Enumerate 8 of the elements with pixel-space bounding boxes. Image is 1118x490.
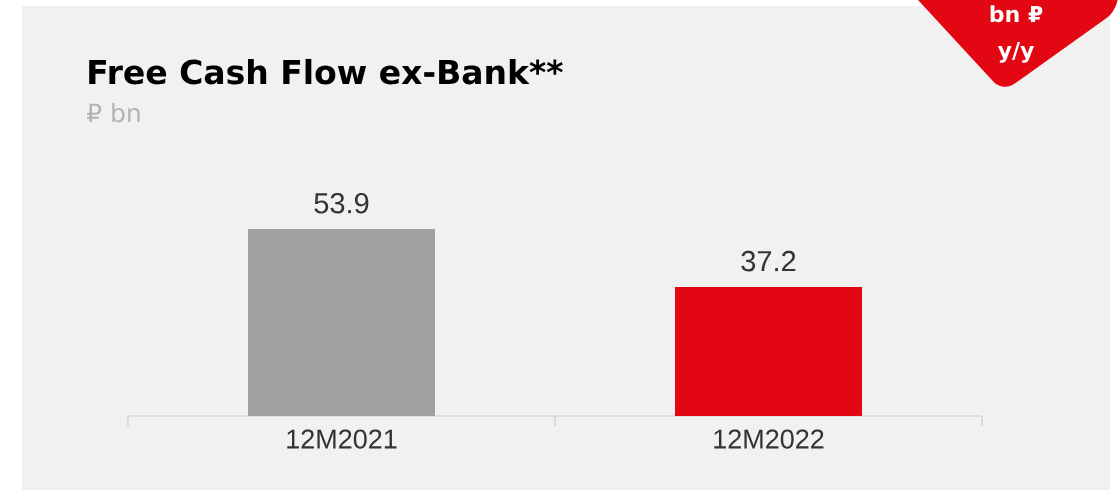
chart-subtitle: ₽ bn: [87, 103, 140, 123]
text: bn ₽: [990, 5, 1043, 23]
text: y/y: [997, 41, 1034, 63]
x-tick-label: 12M2022: [714, 429, 824, 449]
chart-title: Free Cash Flow ex-Bank**: [89, 58, 563, 85]
data-label: 37.2: [741, 250, 796, 272]
x-tick-label: 12M2021: [287, 429, 397, 449]
data-label: 53.9: [314, 192, 369, 214]
